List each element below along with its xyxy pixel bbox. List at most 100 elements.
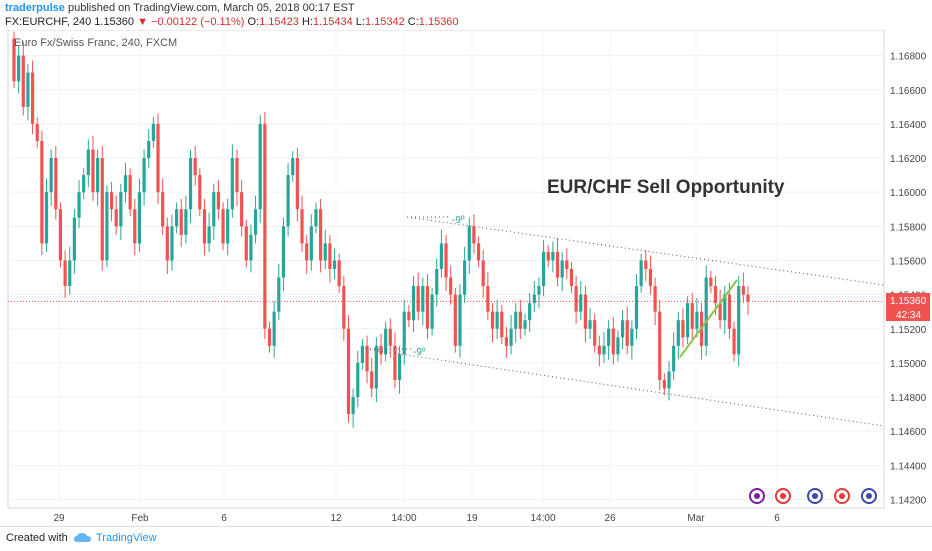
event-markers[interactable] [749,488,877,504]
lower-trendline[interactable] [365,348,885,427]
last-price: 1.15360 [94,16,135,28]
candle-body [49,158,53,193]
candle-body [77,192,81,218]
candle-body [253,209,258,235]
publish-info: traderpulse published on TradingView.com… [5,2,355,14]
candle-body [374,345,378,389]
sell-annotation[interactable]: EUR/CHF Sell Opportunity [547,177,785,198]
candle-body [607,328,611,346]
candle-body [267,328,272,346]
candle-body [709,277,713,287]
candle-body [481,260,485,287]
countdown-tag [886,307,930,321]
green-trend-line[interactable] [679,279,738,358]
candle-body [44,192,49,244]
candle-body [523,320,527,329]
candlestick-chart[interactable]: 1.16800 1.16600 1.16400 1.16200 1.16000 1.158… [0,30,932,526]
candle-body [119,192,123,227]
y-tick-label: 1.14200 [890,495,927,506]
candle-body [444,243,448,278]
x-tick-label: 14:00 [391,513,416,524]
candle-body [449,277,453,295]
candle-body [411,286,416,321]
x-tick-label: 29 [53,513,65,524]
candle-body [574,286,578,312]
candle-body [142,158,146,193]
economic-event-dot [812,493,818,499]
candle-body [667,371,671,389]
candle-body [435,269,439,295]
low-value: 1.15342 [364,16,405,28]
candle-body [328,243,332,269]
candle-body [634,286,639,329]
angle-label-top: -9º [452,215,465,226]
candle-body [17,55,21,82]
tradingview-cloud-icon [74,533,91,542]
candle-body [662,379,666,389]
candle-body [63,260,67,287]
candle-body [746,294,750,302]
upper-trendline[interactable] [406,216,885,286]
candle-body [593,320,597,346]
candle-body [648,269,653,287]
candle-body [244,226,248,261]
chart-area[interactable]: 1.16800 1.16600 1.16400 1.16200 1.16000 1.158… [0,30,932,526]
y-tick-label: 1.15600 [890,256,927,267]
down-arrow-icon: ▼ [137,16,148,28]
candle-body [397,354,402,380]
candle-body [133,209,137,244]
plot-frame [7,30,885,509]
candle-body [337,260,341,287]
author-link[interactable]: traderpulse [5,2,65,14]
candle-body [630,328,634,346]
candle-body [509,328,513,346]
candle-body [421,286,425,312]
candle-body [569,269,574,287]
high-label: H: [301,16,313,28]
candle-body [486,286,490,312]
candle-body [690,303,694,329]
candle-body [91,149,95,193]
candle-body [723,294,727,321]
candle-body [281,226,286,278]
tradingview-brand-link[interactable]: TradingView [96,532,157,544]
candle-body [235,158,239,193]
candle-body [625,320,629,346]
economic-event-dot [754,493,760,499]
open-value: 1.15423 [259,16,299,28]
angle-label-bottom: -9º [413,347,426,358]
candle-body [165,226,169,261]
candle-body [551,251,555,261]
candle-body [416,286,420,312]
candle-body [467,226,471,261]
candle-body [453,294,457,346]
publish-text: published on TradingView.com, March 05, … [64,2,355,14]
candle-body [147,140,151,159]
candle-body [365,345,369,372]
candle-body [384,328,388,355]
candle-body [286,175,290,227]
candle-body [319,209,323,261]
candle-body [370,371,374,389]
candle-body [583,294,588,329]
candle-body [495,311,499,329]
candle-body [309,226,313,261]
candle-body [579,294,583,312]
candle-body [68,260,72,287]
candle-body [96,158,100,193]
candle-body [560,260,564,278]
candle-body [644,260,648,269]
candle-body [272,311,276,346]
price-change: −0.00122 (−0.11%) [151,16,245,28]
candle-body [732,328,736,355]
candle-body [653,286,657,312]
candle-body [360,345,365,363]
candle-body [620,320,625,338]
candle-body [323,243,327,261]
x-tick-label: 6 [774,513,780,524]
candle-body [82,175,86,193]
candle-body [351,397,355,415]
candle-body [170,226,174,261]
candle-body [565,260,569,269]
candle-body [741,286,745,295]
